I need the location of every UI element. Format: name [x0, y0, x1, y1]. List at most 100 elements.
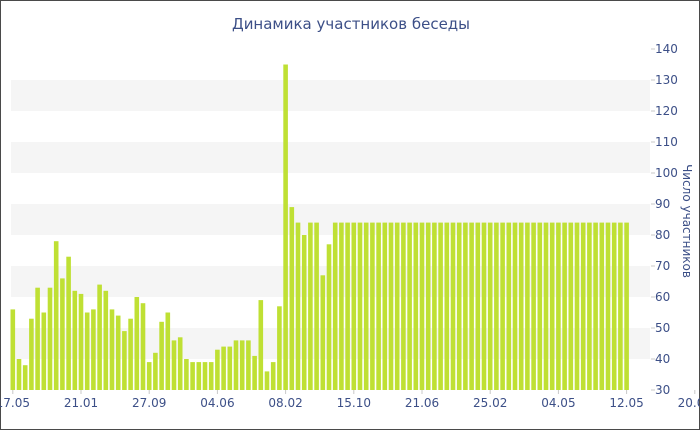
bar	[574, 222, 580, 390]
bar	[605, 222, 611, 390]
x-tick-label: 21.06	[405, 396, 439, 410]
bar	[35, 287, 40, 390]
bar	[525, 222, 530, 390]
bar	[456, 222, 462, 390]
bar	[16, 359, 22, 390]
bar	[487, 222, 493, 390]
y-tick-label: 70	[655, 259, 670, 273]
bar	[531, 222, 536, 390]
bar	[320, 275, 326, 390]
bar	[587, 222, 592, 390]
bar	[469, 222, 474, 390]
bar	[177, 337, 183, 390]
bar	[407, 222, 412, 390]
bar	[277, 306, 282, 390]
bar	[580, 222, 586, 390]
bar	[128, 318, 133, 390]
bars	[10, 64, 629, 390]
bar	[91, 309, 96, 390]
bar	[413, 222, 419, 390]
bar	[103, 290, 109, 390]
bar	[53, 241, 59, 390]
x-tick-label: 04.05	[541, 396, 575, 410]
bar	[438, 222, 443, 390]
bar	[84, 312, 90, 390]
bar	[494, 222, 499, 390]
bar	[326, 244, 332, 390]
bar	[518, 222, 524, 390]
y-tick-label: 120	[655, 104, 678, 118]
bar	[47, 287, 53, 390]
x-tick-label: 27.09	[132, 396, 166, 410]
bar	[549, 222, 555, 390]
bar	[345, 222, 350, 390]
bar	[301, 235, 307, 390]
bar	[481, 222, 487, 390]
bar	[568, 222, 574, 390]
bar	[146, 362, 152, 390]
bar	[624, 222, 629, 390]
bar	[258, 300, 264, 390]
y-tick-label: 40	[655, 352, 670, 366]
bar	[252, 355, 257, 390]
y-tick-label: 140	[655, 42, 678, 56]
x-axis-ticks: 17.05 21.01 27.09 04.06 08.02 15.10 21.06 25.02…	[0, 390, 700, 410]
bar	[208, 362, 214, 390]
bar	[246, 340, 251, 390]
bar	[512, 222, 518, 390]
bar	[78, 293, 84, 390]
bar	[184, 359, 189, 390]
bar	[332, 222, 338, 390]
bar	[611, 222, 617, 390]
bar	[363, 222, 369, 390]
bar	[556, 222, 561, 390]
bar	[115, 315, 121, 390]
bar	[314, 222, 319, 390]
bar	[394, 222, 400, 390]
y-tick-label: 50	[655, 321, 670, 335]
bar	[289, 207, 295, 390]
bar	[425, 222, 431, 390]
bar	[227, 346, 233, 390]
grid-band	[11, 80, 650, 111]
bar	[506, 222, 512, 390]
y-axis-label: Число участников	[680, 164, 694, 278]
bar	[382, 222, 388, 390]
chart-title: Динамика участников беседы	[231, 15, 471, 33]
x-tick-label: 25.02	[473, 396, 507, 410]
bar	[339, 222, 344, 390]
bar	[239, 340, 245, 390]
bar	[475, 222, 481, 390]
bar	[401, 222, 406, 390]
bar	[308, 222, 313, 390]
y-tick-label: 30	[655, 383, 670, 397]
bar	[618, 222, 623, 390]
bar	[41, 312, 47, 390]
bar	[29, 318, 34, 390]
bar	[122, 331, 127, 390]
x-tick-label: 12.05	[609, 396, 643, 410]
bar	[140, 303, 146, 390]
bar	[109, 309, 115, 390]
bar	[432, 222, 437, 390]
grid-band	[11, 204, 650, 235]
bar	[97, 284, 102, 390]
bar	[463, 222, 468, 390]
y-axis-ticks: 30 40 50 60 70 80 90 100 110 120 130 140	[651, 42, 678, 397]
bar	[283, 64, 288, 390]
bar	[599, 222, 605, 390]
x-tick-label: 08.02	[268, 396, 302, 410]
bar	[419, 222, 425, 390]
bar	[153, 352, 158, 390]
y-tick-label: 60	[655, 290, 670, 304]
grid-band	[11, 142, 650, 173]
bar	[537, 222, 543, 390]
x-tick-label: 20.05	[678, 396, 700, 410]
bar	[233, 340, 239, 390]
bar	[351, 222, 357, 390]
bar	[264, 371, 270, 390]
bar	[66, 256, 71, 390]
bar	[357, 222, 363, 390]
bar	[221, 346, 226, 390]
